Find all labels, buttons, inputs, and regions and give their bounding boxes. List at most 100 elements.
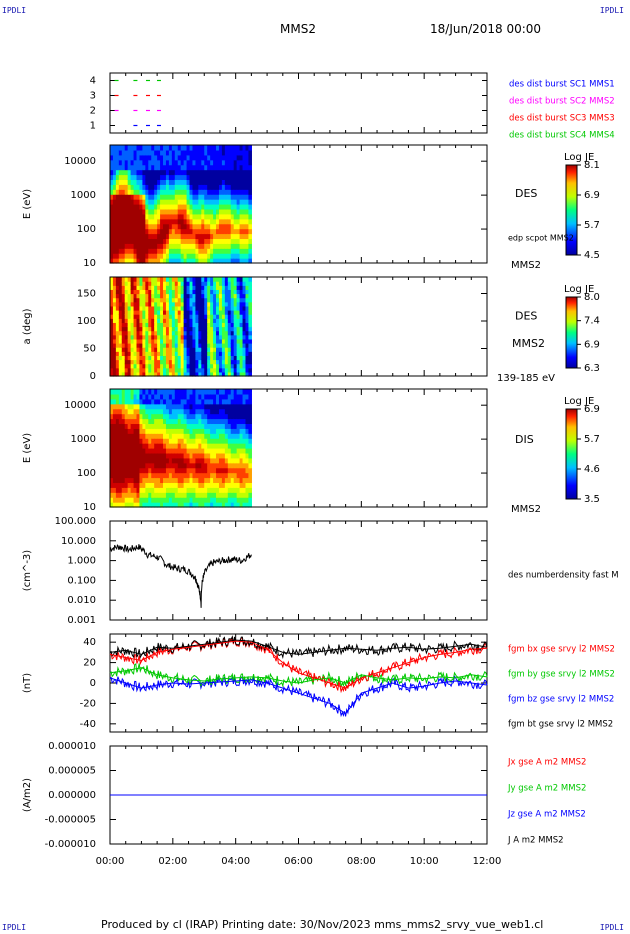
spectrogram-cell: [183, 462, 188, 469]
spectrogram-cell: [121, 322, 126, 328]
spectrogram-cell: [233, 305, 238, 311]
spectrogram-cell: [248, 497, 252, 503]
y-tick-label: 3: [90, 91, 96, 102]
spectrogram-cell: [133, 248, 138, 254]
legend-entry: Jy gse A m2 MMS2: [507, 784, 586, 794]
spectrogram-cell: [130, 393, 135, 400]
spectrogram-cell: [112, 492, 117, 498]
spectrogram-cell: [118, 277, 123, 282]
spectrogram-cell: [174, 351, 179, 356]
spectrogram-cell: [233, 477, 238, 484]
spectrogram-cell: [189, 359, 194, 365]
spectrogram-cell: [210, 184, 214, 190]
spectrogram-cell: [118, 326, 123, 332]
spectrogram-cell: [221, 189, 226, 195]
spectrogram-cell: [236, 293, 241, 299]
spectrogram-cell: [124, 438, 129, 444]
spectrogram-cell: [133, 194, 138, 200]
spectrogram-cell: [133, 428, 138, 434]
spectrogram-cell: [183, 218, 188, 225]
spectrogram-cell: [130, 289, 135, 295]
spectrogram-cell: [248, 452, 252, 459]
spectrogram-cell: [192, 403, 197, 410]
spectrogram-cell: [130, 367, 135, 373]
spectrogram-cell: [183, 281, 188, 286]
spectrogram-cell: [218, 398, 223, 405]
spectrogram-cell: [163, 492, 167, 498]
spectrogram-cell: [198, 428, 202, 434]
spectrogram-cell: [207, 393, 211, 400]
spectrogram-cell: [198, 448, 202, 454]
spectrogram-cell: [142, 428, 146, 434]
spectrogram-cell: [192, 238, 197, 244]
spectrogram-cell: [221, 248, 226, 254]
spectrogram-cell: [171, 467, 176, 474]
spectrogram-cell: [133, 285, 138, 290]
spectrogram-cell: [242, 398, 247, 405]
spectrogram-cell: [139, 223, 143, 230]
spectrogram-cell: [233, 194, 238, 200]
spectrogram-cell: [151, 243, 155, 249]
spectrogram-cell: [183, 297, 188, 303]
spectrogram-cell: [195, 248, 199, 254]
spectrogram-cell: [221, 277, 226, 282]
legend-entry: fgm by gse srvy l2 MMS2: [508, 670, 615, 680]
spectrogram-cell: [221, 438, 226, 444]
spectrogram-cell: [160, 330, 164, 336]
spectrogram-cell: [239, 351, 244, 356]
spectrogram-cell: [127, 502, 132, 508]
spectrogram-cell: [210, 448, 214, 454]
spectrogram-cell: [130, 149, 135, 156]
spectrogram-cell: [127, 228, 132, 235]
spectrogram-cell: [213, 482, 217, 488]
spectrogram-cell: [142, 398, 146, 405]
spectrogram-cell: [236, 502, 241, 508]
spectrogram-cell: [171, 472, 176, 479]
spectrogram-cell: [142, 393, 146, 400]
spectrogram-cell: [163, 258, 167, 264]
spectrogram-cell: [230, 204, 235, 210]
spectrogram-cell: [195, 179, 199, 185]
spectrogram-cell: [210, 363, 214, 369]
spectrogram-cell: [239, 428, 244, 434]
spectrogram-cell: [165, 477, 170, 484]
spectrogram-cell: [239, 433, 244, 439]
spectrogram-cell: [248, 347, 252, 352]
spectrogram-cell: [210, 154, 214, 161]
spectrogram-cell: [233, 403, 238, 410]
spectrogram-cell: [195, 438, 199, 444]
spectrogram-cell: [221, 338, 226, 344]
panel-bottom-label: 139-185 eV: [497, 373, 555, 384]
spectrogram-cell: [174, 408, 179, 415]
spectrogram-cell: [195, 477, 199, 484]
spectrogram-cell: [148, 389, 152, 395]
spectrogram-cell: [121, 398, 126, 405]
spectrogram-cell: [174, 355, 179, 361]
spectrogram-cell: [115, 355, 120, 361]
spectrogram-cell: [230, 305, 235, 311]
spectrogram-cell: [145, 492, 149, 498]
spectrogram-cell: [213, 194, 217, 200]
spectrogram-cell: [230, 502, 235, 508]
spectrogram-cell: [112, 149, 117, 156]
spectrogram-cell: [130, 174, 135, 181]
spectrogram-cell: [227, 297, 232, 303]
spectrogram-cell: [230, 169, 235, 176]
spectrogram-cell: [236, 248, 241, 254]
spectrogram-cell: [230, 223, 235, 230]
spectrogram-cell: [233, 228, 238, 235]
spectrogram-cell: [112, 355, 117, 361]
spectrogram-cell: [115, 179, 120, 185]
spectrogram-cell: [216, 363, 220, 369]
spectrogram-cell: [124, 149, 129, 156]
spectrogram-cell: [216, 371, 220, 377]
spectrogram-cell: [118, 363, 123, 369]
spectrogram-cell: [224, 418, 229, 425]
spectrogram-cell: [210, 334, 214, 340]
spectrogram-cell: [174, 326, 179, 332]
spectrogram-cell: [130, 448, 135, 454]
spectrogram-cell: [174, 497, 179, 503]
spectrogram-cell: [216, 199, 220, 205]
spectrogram-cell: [154, 428, 158, 434]
spectrogram-cell: [168, 457, 173, 464]
